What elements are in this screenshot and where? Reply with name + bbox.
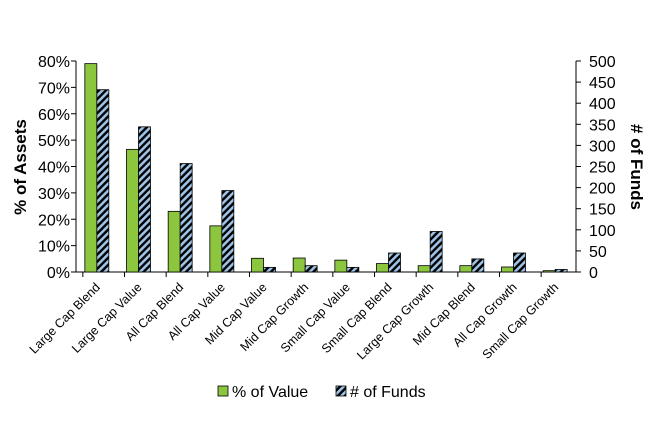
right-tick-label: 200 [589,181,616,198]
right-tick-label: 350 [589,117,616,134]
bar-value [292,257,306,273]
bar-value [334,259,348,273]
legend: % of Value # of Funds [217,384,426,401]
left-tick-label: 60% [38,107,70,124]
left-tick-label: 70% [38,80,70,97]
legend-label-value: % of Value [232,384,308,401]
bar-value [167,210,181,273]
bar-value [417,265,431,273]
legend-swatch-funds [335,385,347,397]
right-tick-label: 250 [589,160,616,177]
bar-value [376,263,389,273]
bar-funds [179,163,193,273]
bar-funds [138,126,151,273]
legend-swatch-value [217,385,229,397]
right-tick-label: 450 [589,75,616,92]
category-label: Large Cap Blend [27,280,103,356]
bar-value [459,265,473,273]
bar-funds [388,252,401,273]
bar-funds [304,265,318,273]
bars [82,63,568,277]
bar-funds [96,89,110,273]
right-tick-label: 0 [589,265,598,282]
right-tick-label: 300 [589,138,616,155]
left-tick-label: 30% [38,186,70,203]
right-tick-label: 400 [589,96,616,113]
right-tick-label: 500 [589,54,616,71]
left-tick-label: 20% [38,212,70,229]
right-tick-label: 150 [589,202,616,219]
right-tick-label: 100 [589,223,616,240]
bar-value [126,148,139,273]
bar-value [84,63,98,273]
left-tick-label: 50% [38,133,70,150]
bar-funds [554,269,568,273]
category-label: Small Cap Growth [480,280,562,362]
y-axis-title: % of Assets [11,119,30,215]
right-axis: 0 50 100 150 200 250 300 350 400 450 500 [575,54,616,282]
bar-value [251,257,264,273]
left-tick-label: 40% [38,160,70,177]
bar-funds [221,190,235,273]
legend-label-funds: # of Funds [350,384,426,401]
bar-funds [471,258,485,273]
bar-funds [513,252,526,273]
y2-axis-title: # of Funds [627,124,646,210]
bar-funds [346,266,360,273]
category-label: Large Cap Growth [354,280,436,362]
bar-funds [429,231,443,273]
bar-value [209,225,223,273]
left-tick-label: 80% [38,54,70,71]
left-tick-label: 10% [38,239,70,256]
bar-funds [263,266,276,273]
left-tick-label: 0% [47,265,70,282]
right-tick-label: 50 [589,244,607,261]
category-label: Small Cap Blend [319,280,395,356]
left-axis: 0% 10% 20% 30% 40% 50% 60% 70% 80% [38,54,576,282]
bar-value [501,266,514,273]
bar-value [542,270,556,273]
